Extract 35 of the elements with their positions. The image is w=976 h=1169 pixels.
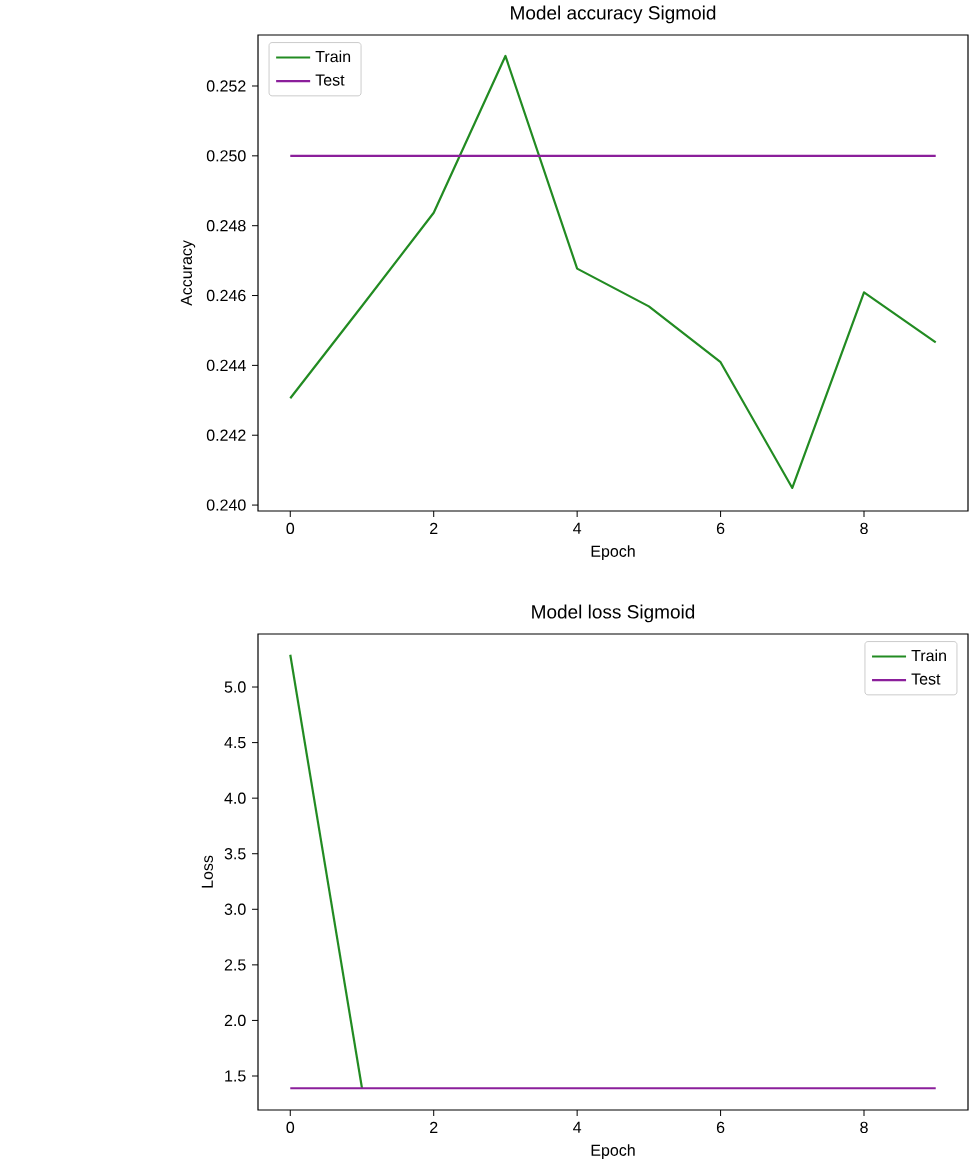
y-tick-label: 2.5: [224, 959, 246, 971]
legend-label: Test: [315, 74, 345, 86]
chart-title: Model accuracy Sigmoid: [511, 5, 716, 24]
y-axis-title: Accuracy: [180, 240, 196, 306]
x-tick-label: 0: [286, 1121, 295, 1134]
x-tick-label: 4: [573, 1121, 582, 1133]
chart-title: Model loss Sigmoid: [532, 604, 695, 623]
x-tick-label: 2: [430, 522, 438, 534]
x-tick-label: 8: [860, 522, 868, 535]
y-tick-label: 0.248: [206, 220, 246, 232]
x-tick-label: 6: [716, 1121, 725, 1134]
y-tick-label: 0.242: [206, 429, 246, 441]
x-tick-label: 8: [860, 1121, 868, 1134]
y-tick-label: 4.5: [224, 737, 246, 749]
legend-label: Test: [911, 673, 941, 685]
y-tick-label: 5.0: [224, 681, 246, 693]
y-tick-label: 0.240: [206, 499, 246, 511]
y-tick-label: 0.250: [206, 150, 246, 162]
y-tick-label: 3.0: [224, 903, 246, 915]
y-tick-label: 2.0: [224, 1014, 246, 1027]
y-tick-label: 0.246: [206, 289, 246, 302]
x-axis-title: Epoch: [591, 1144, 635, 1160]
x-tick-label: 0: [286, 522, 295, 535]
x-tick-label: 6: [716, 522, 725, 535]
y-axis-title: Loss: [201, 855, 213, 888]
y-tick-label: 0.252: [206, 80, 246, 92]
y-tick-label: 3.5: [224, 848, 246, 860]
x-tick-label: 4: [573, 522, 582, 534]
y-tick-label: 4.0: [224, 792, 246, 804]
x-axis-title: Epoch: [591, 545, 635, 561]
x-tick-label: 2: [430, 1121, 438, 1133]
legend-label: Train: [911, 649, 946, 662]
y-tick-label: 0.244: [206, 359, 246, 372]
legend-label: Train: [315, 50, 351, 63]
y-tick-label: 1.5: [225, 1070, 246, 1082]
